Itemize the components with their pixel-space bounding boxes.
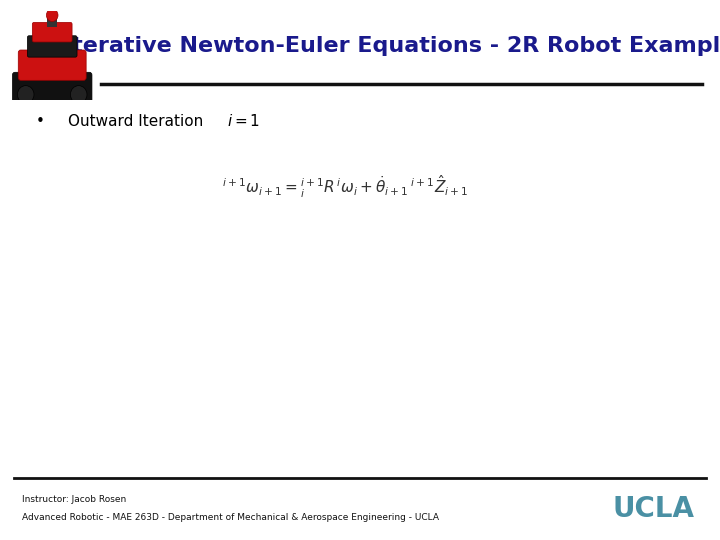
Text: Outward Iteration: Outward Iteration: [68, 114, 204, 129]
FancyBboxPatch shape: [27, 36, 77, 57]
Text: Iterative Newton-Euler Equations - 2R Robot Example: Iterative Newton-Euler Equations - 2R Ro…: [64, 36, 720, 56]
Circle shape: [71, 86, 87, 104]
Text: Advanced Robotic - MAE 263D - Department of Mechanical & Aerospace Engineering -: Advanced Robotic - MAE 263D - Department…: [22, 513, 438, 522]
Text: UCLA: UCLA: [613, 495, 695, 523]
Text: •: •: [36, 114, 45, 129]
Circle shape: [46, 9, 58, 22]
FancyBboxPatch shape: [32, 22, 72, 42]
Bar: [48, 18, 57, 27]
FancyBboxPatch shape: [12, 72, 92, 103]
Text: Instructor: Jacob Rosen: Instructor: Jacob Rosen: [22, 495, 126, 504]
Text: ${}^{i+1}\omega_{i+1} = {}^{i+1}_{i}R\, {}^{i}\omega_{i} + \dot{\theta}_{i+1}\, : ${}^{i+1}\omega_{i+1} = {}^{i+1}_{i}R\, …: [222, 173, 469, 199]
Text: $i=1$: $i=1$: [227, 113, 260, 130]
Circle shape: [17, 86, 34, 104]
FancyBboxPatch shape: [18, 50, 86, 80]
